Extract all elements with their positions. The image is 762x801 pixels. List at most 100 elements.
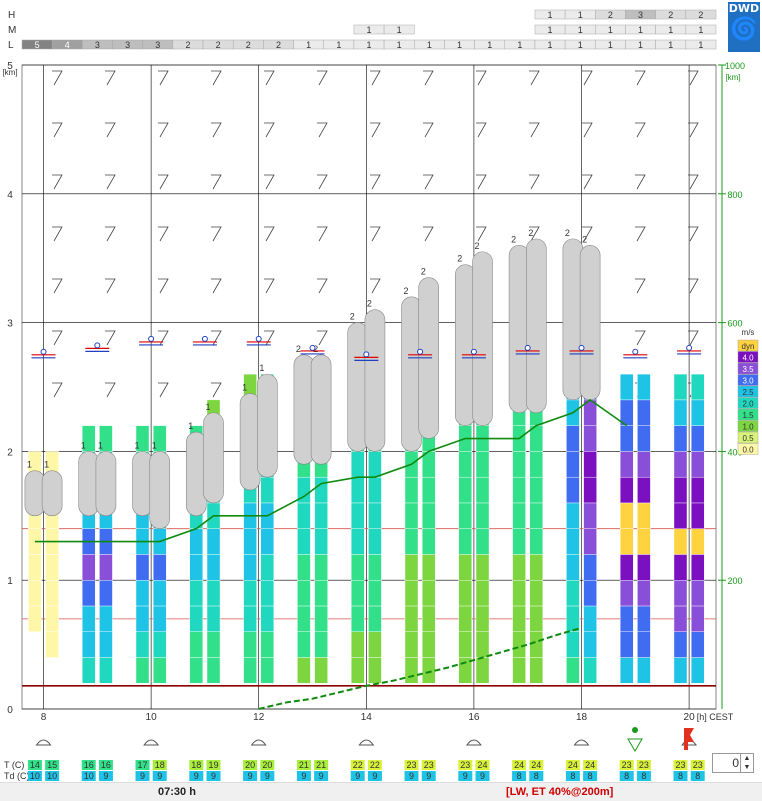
cloud-cover-value: 1 <box>578 25 583 35</box>
climb-cell <box>244 606 257 632</box>
climb-cell <box>422 632 435 658</box>
cloud-cover-value: 1 <box>608 40 613 50</box>
climb-cell <box>244 529 257 555</box>
climb-cell <box>315 580 328 606</box>
weather-cloud-icon <box>575 740 589 745</box>
climb-cell <box>620 426 633 452</box>
climb-cell <box>459 580 472 606</box>
x-tick-label: 10 <box>146 712 158 723</box>
y2-tick-label: 600 <box>727 319 742 329</box>
dwd-logo: DWD 🌀 <box>728 2 760 52</box>
temperature-value: 23 <box>424 760 434 770</box>
climb-cell <box>476 451 489 477</box>
climb-cell <box>368 632 381 658</box>
cloud-cover-value: 1 <box>457 40 462 50</box>
climb-cell <box>136 580 149 606</box>
climb-cell <box>261 554 274 580</box>
climb-cell <box>261 632 274 658</box>
climb-cell <box>82 554 95 580</box>
dewpoint-value: 9 <box>103 771 108 781</box>
stepper-value: 0 <box>732 756 739 770</box>
climb-cell <box>315 554 328 580</box>
climb-cell <box>136 632 149 658</box>
climb-cell <box>620 580 633 606</box>
climb-cell <box>566 451 579 477</box>
dewpoint-value: 9 <box>463 771 468 781</box>
inversion-dot <box>525 345 530 350</box>
dewpoint-value: 10 <box>30 771 40 781</box>
cloud-cover-value: 1 <box>336 40 341 50</box>
climb-cell <box>190 632 203 658</box>
climb-cell <box>584 426 597 452</box>
y2-tick-label: 1000 <box>725 61 745 71</box>
climb-cell <box>244 657 257 683</box>
cumulus-cloud <box>311 355 331 464</box>
dewpoint-value: 8 <box>678 771 683 781</box>
climb-cell <box>674 580 687 606</box>
cloud-cover-value: 1 <box>698 40 703 50</box>
weather-cloud-icon <box>37 740 51 745</box>
climb-cell <box>691 529 704 555</box>
climb-cell <box>297 657 310 683</box>
climb-cell <box>261 477 274 503</box>
climb-cell <box>46 632 59 658</box>
cloud-cover-value: 5 <box>35 40 40 50</box>
cloud-cover-value: 1 <box>638 25 643 35</box>
cloud-cover-value: 2 <box>668 10 673 20</box>
climb-cell <box>637 632 650 658</box>
climb-cell <box>82 580 95 606</box>
climb-cell <box>620 477 633 503</box>
legend-label: 4.0 <box>742 354 754 363</box>
climb-cell <box>637 606 650 632</box>
stepper-arrows-icon[interactable]: ▲ ▼ <box>740 754 753 772</box>
x-axis-unit: [h] CEST <box>697 712 734 722</box>
dewpoint-value: 10 <box>84 771 94 781</box>
cloud-cover-value: 3 <box>125 40 130 50</box>
climb-cell <box>530 632 543 658</box>
climb-cell <box>584 529 597 555</box>
climb-cell <box>297 554 310 580</box>
climb-cell <box>153 657 166 683</box>
temperature-value: 19 <box>209 760 219 770</box>
climb-cell <box>620 503 633 529</box>
climb-cell <box>674 451 687 477</box>
climb-cell <box>351 554 364 580</box>
climb-cell <box>368 503 381 529</box>
cumulus-cloud <box>365 310 385 452</box>
climb-cell <box>351 529 364 555</box>
legend-label: 0.5 <box>742 434 754 443</box>
climb-cell <box>476 477 489 503</box>
climb-cell <box>476 503 489 529</box>
temperature-row-label: T (C) <box>4 760 24 770</box>
weather-cloud-icon <box>467 740 481 745</box>
climb-cell <box>476 632 489 658</box>
climb-cell <box>244 554 257 580</box>
cloud-cover-number: 2 <box>367 299 372 309</box>
climb-cell <box>530 606 543 632</box>
cloud-cover-value: 1 <box>397 40 402 50</box>
climb-cell <box>637 503 650 529</box>
cloud-cover-number: 1 <box>81 440 86 450</box>
y-axis-unit: [km] <box>2 68 17 77</box>
climb-cell <box>674 529 687 555</box>
cloud-row-label-M: M <box>8 25 16 36</box>
climb-cell <box>691 426 704 452</box>
dewpoint-value: 8 <box>534 771 539 781</box>
cloud-cover-number: 1 <box>259 363 264 373</box>
cloud-cover-value: 3 <box>638 10 643 20</box>
climb-cell <box>637 554 650 580</box>
climb-cell <box>351 477 364 503</box>
climb-cell <box>422 477 435 503</box>
cloud-cover-number: 2 <box>350 312 355 322</box>
day-offset-stepper[interactable]: 0 ▲ ▼ <box>712 753 754 773</box>
climb-cell <box>459 554 472 580</box>
climb-cell <box>674 554 687 580</box>
climb-cell <box>351 657 364 683</box>
climb-cell <box>422 606 435 632</box>
dewpoint-value: 9 <box>426 771 431 781</box>
climb-cell <box>351 632 364 658</box>
cloud-cover-number: 1 <box>135 440 140 450</box>
climb-cell <box>368 451 381 477</box>
climb-cell <box>637 529 650 555</box>
dewpoint-value: 9 <box>372 771 377 781</box>
